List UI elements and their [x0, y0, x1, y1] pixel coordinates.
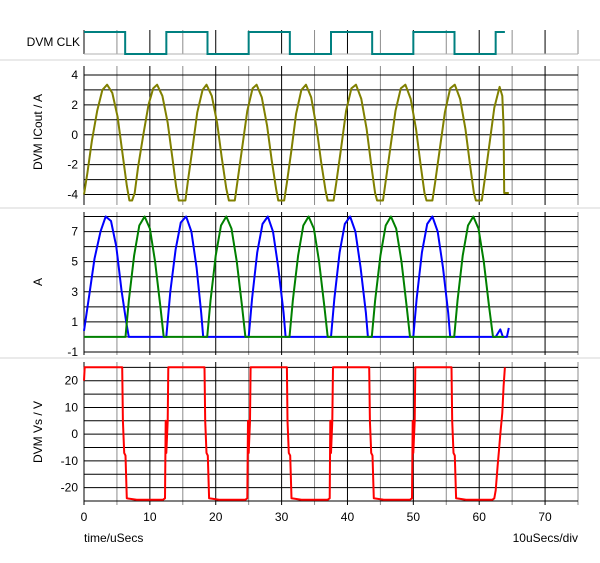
- vs-y-axis-label: DVM Vs / V: [31, 401, 45, 463]
- vs-trace-0: [83, 366, 506, 501]
- y-tick-label: 3: [71, 285, 78, 299]
- iout-trace-0: [83, 83, 509, 202]
- x-tick-label: 30: [275, 510, 289, 524]
- idiode-trace-1: [84, 215, 505, 338]
- y-tick-label: 0: [71, 128, 78, 142]
- x-tick-label: 10: [143, 510, 157, 524]
- y-tick-label: 1: [71, 315, 78, 329]
- y-tick-label: 10: [65, 400, 79, 414]
- traces: [83, 31, 510, 501]
- labels: DVM CLK DVM ICout / A A DVM Vs / V time/…: [27, 35, 578, 545]
- iout-y-axis-label: DVM ICout / A: [31, 94, 45, 170]
- clk-trace: [84, 31, 505, 55]
- grid: [83, 30, 579, 505]
- y-tick-label: -10: [61, 454, 79, 468]
- x-tick-label: 60: [473, 510, 487, 524]
- x-tick-label: 40: [341, 510, 355, 524]
- y-tick-label: 7: [71, 225, 78, 239]
- y-tick-label: -2: [67, 158, 78, 172]
- y-tick-label: 20: [65, 374, 79, 388]
- y-tick-label: 4: [71, 68, 78, 82]
- x-tick-label: 50: [407, 510, 421, 524]
- x-tick-label: 20: [209, 510, 223, 524]
- y-tick-label: -4: [67, 188, 78, 202]
- grid-idiode: [83, 212, 579, 355]
- y-tick-label: -20: [61, 481, 79, 495]
- y-tick-label: 2: [71, 98, 78, 112]
- y-tick-label: 0: [71, 427, 78, 441]
- y-tick-label: -1: [67, 345, 78, 359]
- x-tick-label: 0: [81, 510, 88, 524]
- idiode-y-axis-label: A: [31, 278, 45, 286]
- x-tick-label: 70: [538, 510, 552, 524]
- clk-trace-label: DVM CLK: [27, 35, 80, 49]
- y-tick-label: 5: [71, 255, 78, 269]
- time-per-division-label: 10uSecs/div: [513, 531, 578, 545]
- x-axis-label: time/uSecs: [84, 531, 143, 545]
- panel-separators: [0, 59, 600, 359]
